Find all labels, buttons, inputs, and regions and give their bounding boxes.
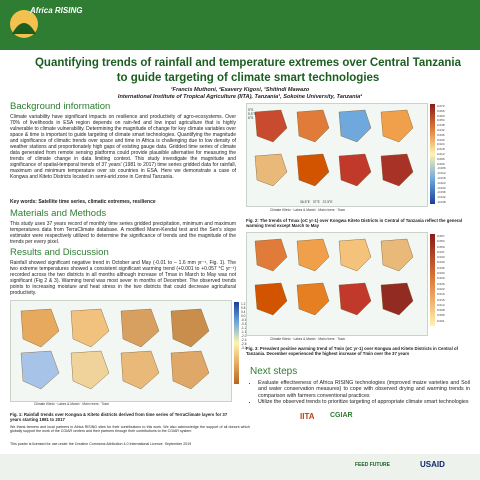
fig2-scale: 0.072 0.066 0.060 0.054 0.048 0.042 0.036 0.030… bbox=[437, 104, 446, 204]
fig2-colorbar bbox=[430, 104, 435, 204]
license-text: This poster is licensed for use under th… bbox=[10, 442, 192, 446]
results-heading: Results and Discussion bbox=[10, 247, 109, 258]
fig3-caption: Fig. 3: Prevalent positive warming trend… bbox=[246, 346, 459, 356]
africa-rising-logo-icon bbox=[10, 10, 38, 38]
next-steps-list: Evaluate effectiveness of Africa RISING … bbox=[250, 380, 470, 406]
authors-line: ¹Francis Muthoni, ²Exavery Kigosi, ¹Shit… bbox=[170, 87, 310, 93]
acknowledgement: We thank farmers and local partners in A… bbox=[10, 425, 250, 434]
footer-band bbox=[0, 454, 480, 480]
fig1-caption: Fig. 1: Rainfall trends over Kongwa & Ki… bbox=[10, 412, 228, 422]
fig2-maps bbox=[254, 109, 414, 187]
fig3-maps bbox=[254, 238, 414, 316]
logo-text: Africa RISING bbox=[30, 6, 83, 15]
usaid-logo: USAID bbox=[420, 460, 445, 469]
feed-the-future-logo: FEED FUTURE bbox=[355, 462, 390, 468]
results-text: Rainfall showed significant negative tre… bbox=[10, 260, 236, 296]
fig3-colorbar bbox=[430, 234, 435, 326]
header-band bbox=[0, 0, 480, 50]
keywords: Key words: Satellite time series, climat… bbox=[10, 199, 156, 205]
affiliations-line: International Institute of Tropical Agri… bbox=[117, 94, 363, 100]
fig1-colorbar bbox=[234, 302, 239, 384]
fig3-map-panel bbox=[246, 232, 428, 336]
methods-heading: Materials and Methods bbox=[10, 208, 107, 219]
fig2-caption: Fig. 2: The trends of Tmax (oC yr-1) ove… bbox=[246, 218, 462, 228]
fig1-map-panel bbox=[10, 300, 232, 402]
fig2-map-panel bbox=[246, 103, 428, 207]
next-step-item: Evaluate effectiveness of Africa RISING … bbox=[258, 380, 470, 399]
fig1-scale: 1.2 0.8 0.4 0.0 -0.4 -0.8 -1.2 -1.6 -2.0 -2.4 -2.8… bbox=[241, 302, 247, 350]
lat-labels: 5°S 5.5°S 6°S bbox=[248, 108, 257, 120]
page-title: Quantifying trends of rainfall and tempe… bbox=[34, 57, 462, 84]
background-heading: Background information bbox=[10, 101, 111, 112]
iita-logo: IITA bbox=[300, 412, 315, 421]
next-step-item: Utilize the observed trends to prioritiz… bbox=[258, 399, 470, 405]
fig3-scale: 0.057 0.054 0.050 0.047 0.043 0.040 0.036 0.033… bbox=[437, 234, 445, 323]
fig2-legend: Climate Kiteto · Lakes & Marsh · Main ri… bbox=[270, 208, 346, 212]
cgiar-logo: CGIAR bbox=[330, 412, 353, 419]
lon-labels: 36.5°E 37°E 37.5°E bbox=[300, 200, 333, 204]
methods-text: This study uses 37 years record of month… bbox=[10, 221, 236, 245]
fig1-legend: Climate Kiteto · Lakes & Marsh · Main ri… bbox=[34, 402, 110, 406]
fig3-legend: Climate Kiteto · Lakes & Marsh · Main ri… bbox=[270, 337, 346, 341]
background-text: Climate variability have significant imp… bbox=[10, 114, 236, 180]
fig1-maps bbox=[20, 308, 210, 390]
next-steps-heading: Next steps bbox=[250, 366, 298, 377]
